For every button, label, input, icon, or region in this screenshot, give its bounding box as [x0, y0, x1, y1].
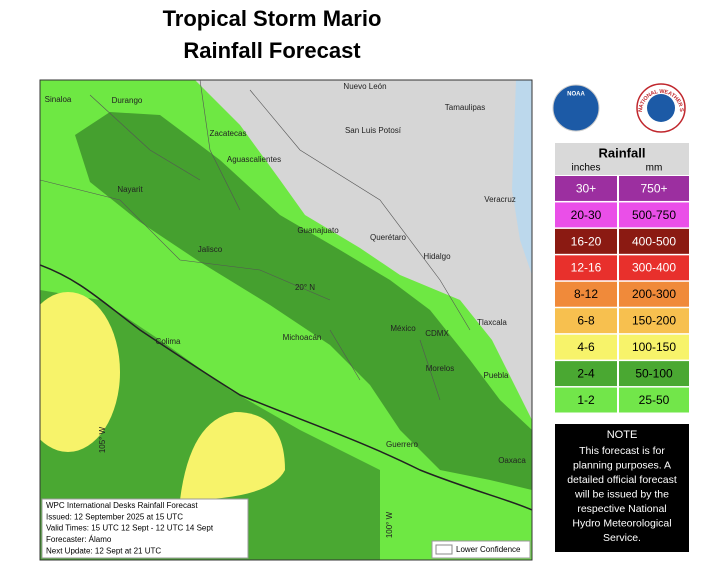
map-label: San Luis Potosí	[345, 126, 402, 135]
note-title: NOTE	[607, 429, 638, 441]
legend-swatch	[555, 308, 617, 334]
map-label: Nayarit	[117, 185, 143, 194]
map: Lower Confidence Sinaloa Durango Nuevo Leó…	[39, 79, 533, 561]
map-label: Guerrero	[386, 440, 419, 449]
map-label: Nuevo León	[343, 82, 386, 91]
zone-2-4	[75, 112, 532, 490]
map-label: Tamaulipas	[445, 103, 485, 112]
coastline	[40, 264, 532, 511]
legend-inches: 12-16	[571, 261, 602, 275]
map-label: 20° N	[295, 283, 315, 292]
map-label: Tlaxcala	[477, 318, 507, 327]
legend-swatch	[555, 176, 617, 201]
legend-swatch	[555, 255, 617, 281]
map-label: CDMX	[425, 329, 449, 338]
info-line: Issued: 12 September 2025 at 15 UTC	[46, 512, 183, 521]
legend-swatch	[555, 228, 617, 254]
legend-swatch	[619, 334, 689, 360]
note-line: Hydro Meteorological	[572, 517, 671, 529]
map-label: Morelos	[426, 364, 454, 373]
legend-inches: 4-6	[577, 340, 595, 354]
legend-inches: 30+	[576, 181, 596, 195]
map-label: Guanajuato	[297, 226, 339, 235]
legend-unit: mm	[646, 163, 663, 174]
info-line: Valid Times: 15 UTC 12 Sept - 12 UTC 14 …	[46, 524, 214, 533]
legend-swatch	[619, 228, 689, 254]
map-label: México	[390, 324, 416, 333]
title-line: Rainfall Forecast	[183, 38, 361, 63]
map-label: Veracruz	[484, 195, 516, 204]
zone-4-6	[40, 292, 120, 452]
map-label: Querétaro	[370, 233, 407, 242]
legend-mm: 400-500	[632, 234, 676, 248]
map-label: Hidalgo	[423, 252, 451, 261]
nws-center	[647, 94, 675, 122]
map-label: Michoacán	[283, 333, 322, 342]
legend-unit: inches	[572, 163, 601, 174]
confidence-box	[431, 540, 531, 559]
legend-swatch	[555, 281, 617, 307]
legend-swatch	[619, 176, 689, 201]
legend-swatch	[555, 202, 617, 228]
hatch-swatch	[435, 544, 453, 555]
info-box	[41, 498, 249, 559]
legend-swatch	[619, 387, 689, 413]
legend-mm: 25-50	[639, 393, 670, 407]
map-label: Sinaloa	[45, 95, 72, 104]
legend-title: Rainfall	[599, 145, 646, 160]
legend-mm: 100-150	[632, 340, 676, 354]
info-line: WPC International Desks Rainfall Forecas…	[46, 501, 198, 510]
note-line: detailed official forecast	[567, 474, 677, 486]
legend-inches: 6-8	[577, 314, 595, 328]
map-label: Colima	[156, 337, 181, 346]
legend-mm: 500-750	[632, 208, 676, 222]
legend-inches: 8-12	[574, 287, 598, 301]
legend-swatch	[619, 361, 689, 387]
map-label: Oaxaca	[498, 456, 526, 465]
map-label: Jalisco	[198, 245, 223, 254]
note-line: respective National	[577, 503, 666, 515]
legend-swatch	[619, 281, 689, 307]
legend-inches: 16-20	[571, 234, 602, 248]
legend: Rainfall inches mm 30+ 750+ 20-30 500-750 16…	[555, 143, 689, 413]
note-line: will be issued by the	[574, 488, 669, 500]
map-frame	[39, 79, 533, 561]
legend-inches: 2-4	[577, 367, 595, 381]
legend-inches: 1-2	[577, 393, 595, 407]
note-box	[555, 424, 689, 552]
state-borders	[40, 80, 471, 401]
legend-mm: 750+	[640, 181, 667, 195]
noaa-logo	[552, 84, 600, 132]
legend-swatch	[619, 255, 689, 281]
gulf	[512, 80, 532, 275]
note-line: This forecast is for	[579, 445, 665, 457]
noaa-text: NOAA	[567, 92, 585, 98]
legend-swatch	[555, 334, 617, 360]
info-line: Forecaster: Álamo	[46, 535, 112, 544]
note: NOTE This forecast is for planning purpos…	[555, 424, 689, 552]
legend-mm: 300-400	[632, 261, 676, 275]
map-label: Puebla	[484, 371, 509, 380]
legend-header	[555, 143, 689, 175]
map-label: 105° W	[98, 426, 107, 453]
map-label: Durango	[112, 96, 143, 105]
note-line: planning purposes. A	[573, 459, 671, 471]
zone-4-6	[180, 412, 285, 500]
info-line: Next Update: 12 Sept at 21 UTC	[46, 546, 161, 555]
map-label: 100° W	[385, 511, 394, 538]
legend-swatch	[555, 387, 617, 413]
map-label: Aguascalientes	[227, 155, 281, 164]
legend-swatch	[619, 202, 689, 228]
confidence-label: Lower Confidence	[456, 545, 521, 554]
legend-mm: 50-100	[635, 367, 673, 381]
legend-swatch	[555, 361, 617, 387]
legend-mm: 150-200	[632, 314, 676, 328]
legend-mm: 200-300	[632, 287, 676, 301]
map-label: Zacatecas	[210, 129, 247, 138]
note-line: Service.	[603, 532, 641, 544]
title-line: Tropical Storm Mario	[163, 6, 382, 31]
legend-inches: 20-30	[571, 208, 602, 222]
legend-swatch	[619, 308, 689, 334]
